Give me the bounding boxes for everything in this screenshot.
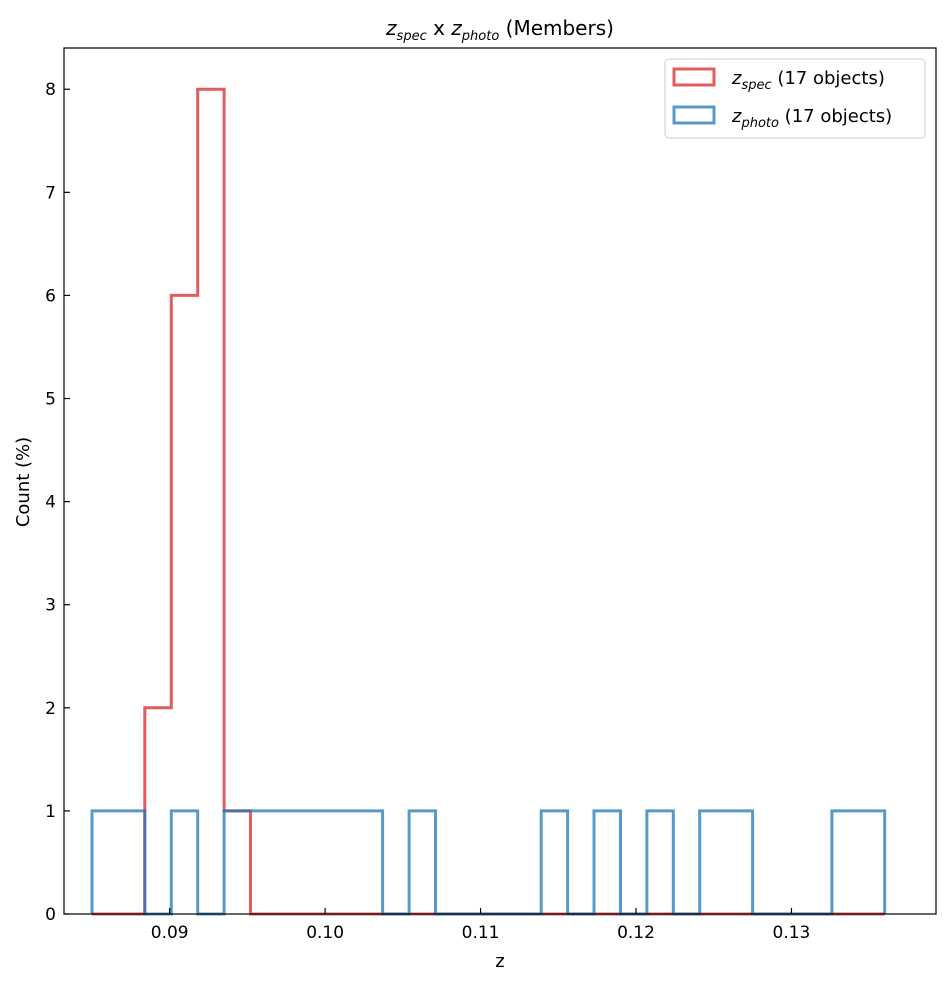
series-photo-step <box>90 809 887 916</box>
chart-title: zspec x zphoto (Members) <box>385 16 614 44</box>
y-axis-label: Count (%) <box>13 437 34 527</box>
series-spec-step <box>92 87 885 916</box>
title-sub2: photo <box>461 29 500 44</box>
x-tick-label-4: 0.13 <box>773 923 811 943</box>
y-tick-label-3: 3 <box>45 596 56 616</box>
legend-spec-sub: spec <box>741 78 771 93</box>
tick-layer: 0.09 0.10 0.11 0.12 0.13 0 1 2 3 4 5 6 7 8 <box>45 80 810 943</box>
y-tick-label-2: 2 <box>45 699 56 719</box>
x-tick-label-1: 0.10 <box>306 923 344 943</box>
title-var1: z <box>385 16 397 40</box>
legend-photo-suffix: (17 objects) <box>779 106 892 127</box>
x-axis-label: z <box>495 951 504 972</box>
legend-photo-sub: photo <box>740 116 779 131</box>
y-tick-label-8: 8 <box>45 80 56 100</box>
legend-spec-var: z <box>731 68 742 89</box>
y-tick-label-0: 0 <box>45 905 56 925</box>
legend-label-photo: zphoto (17 objects) <box>731 106 892 131</box>
plot-frame <box>63 47 937 915</box>
legend-photo-var: z <box>731 106 742 127</box>
title-sub1: spec <box>397 29 427 44</box>
x-tick-label-0: 0.09 <box>151 923 189 943</box>
legend-spec-suffix: (17 objects) <box>772 68 885 89</box>
title-suffix: (Members) <box>499 16 614 40</box>
y-tick-label-6: 6 <box>45 286 56 306</box>
y-tick-label-1: 1 <box>45 802 56 822</box>
title-var2: z <box>450 16 462 40</box>
y-tick-label-4: 4 <box>45 493 56 513</box>
series-layer <box>90 87 887 916</box>
x-tick-label-2: 0.11 <box>462 923 500 943</box>
title-mid: x <box>427 16 452 40</box>
legend-swatch-spec <box>672 67 716 87</box>
x-tick-label-3: 0.12 <box>617 923 655 943</box>
legend-box <box>664 58 926 139</box>
legend: zspec (17 objects) zphoto (17 objects) <box>664 58 926 139</box>
y-tick-label-5: 5 <box>45 390 56 410</box>
legend-swatch-photo <box>672 105 716 125</box>
legend-label-spec: zspec (17 objects) <box>731 68 885 93</box>
y-tick-label-7: 7 <box>45 183 56 203</box>
